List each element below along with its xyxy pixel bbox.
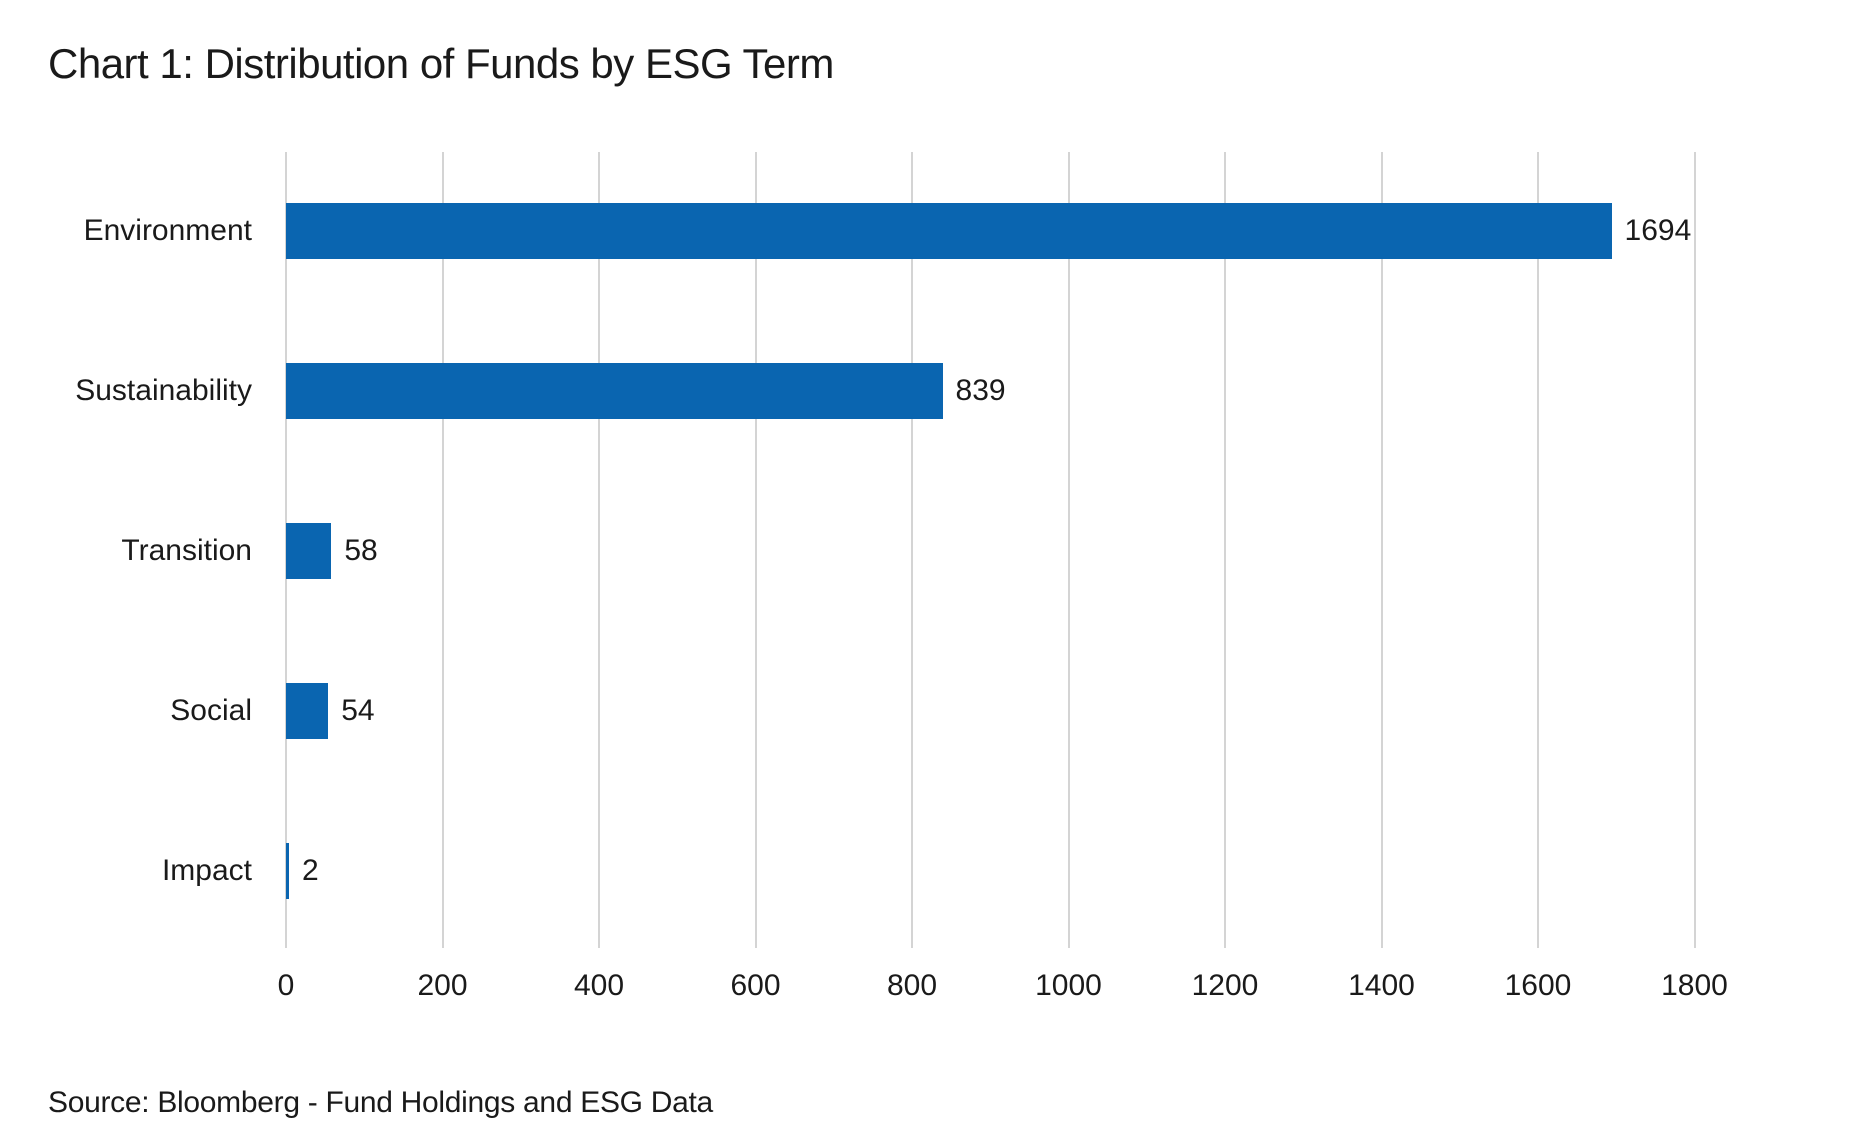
gridline-x-1200 bbox=[1224, 152, 1226, 948]
value-label-impact: 2 bbox=[302, 854, 319, 887]
x-tick-label-1000: 1000 bbox=[1035, 969, 1102, 1002]
chart-title: Chart 1: Distribution of Funds by ESG Te… bbox=[48, 40, 834, 87]
x-tick-label-1800: 1800 bbox=[1661, 969, 1728, 1002]
gridline-x-800 bbox=[911, 152, 913, 948]
gridline-x-400 bbox=[598, 152, 600, 948]
gridline-x-1000 bbox=[1067, 152, 1070, 948]
category-label-sustainability: Sustainability bbox=[75, 374, 252, 407]
gridline-x-1800 bbox=[1693, 152, 1696, 948]
category-label-social: Social bbox=[170, 694, 252, 727]
x-tick-label-800: 800 bbox=[886, 969, 938, 1002]
value-label-sustainability: 839 bbox=[955, 374, 1006, 407]
bar-transition bbox=[286, 523, 332, 579]
gridline-x-1400 bbox=[1380, 152, 1383, 948]
category-label-transition: Transition bbox=[121, 534, 252, 567]
bar-sustainability bbox=[286, 363, 943, 419]
x-tick-label-400: 400 bbox=[573, 969, 625, 1002]
source-note: Source: Bloomberg - Fund Holdings and ES… bbox=[48, 1086, 713, 1119]
x-tick-label-1400: 1400 bbox=[1348, 969, 1415, 1002]
gridline-x-600 bbox=[754, 152, 757, 948]
bar-environment bbox=[286, 203, 1612, 259]
value-label-environment: 1694 bbox=[1624, 214, 1692, 247]
category-label-impact: Impact bbox=[161, 854, 252, 887]
bar-social bbox=[286, 683, 329, 739]
x-tick-label-1600: 1600 bbox=[1504, 969, 1572, 1002]
value-label-social: 54 bbox=[341, 694, 375, 727]
x-tick-label-600: 600 bbox=[730, 969, 781, 1002]
value-label-transition: 58 bbox=[344, 534, 378, 567]
x-tick-label-200: 200 bbox=[417, 969, 468, 1002]
gridline-x-1600 bbox=[1537, 152, 1539, 948]
x-tick-label-1200: 1200 bbox=[1191, 969, 1259, 1002]
category-label-environment: Environment bbox=[83, 214, 252, 247]
gridline-x-200 bbox=[441, 152, 444, 948]
bar-impact bbox=[286, 843, 289, 899]
x-tick-label-0: 0 bbox=[277, 969, 295, 1002]
